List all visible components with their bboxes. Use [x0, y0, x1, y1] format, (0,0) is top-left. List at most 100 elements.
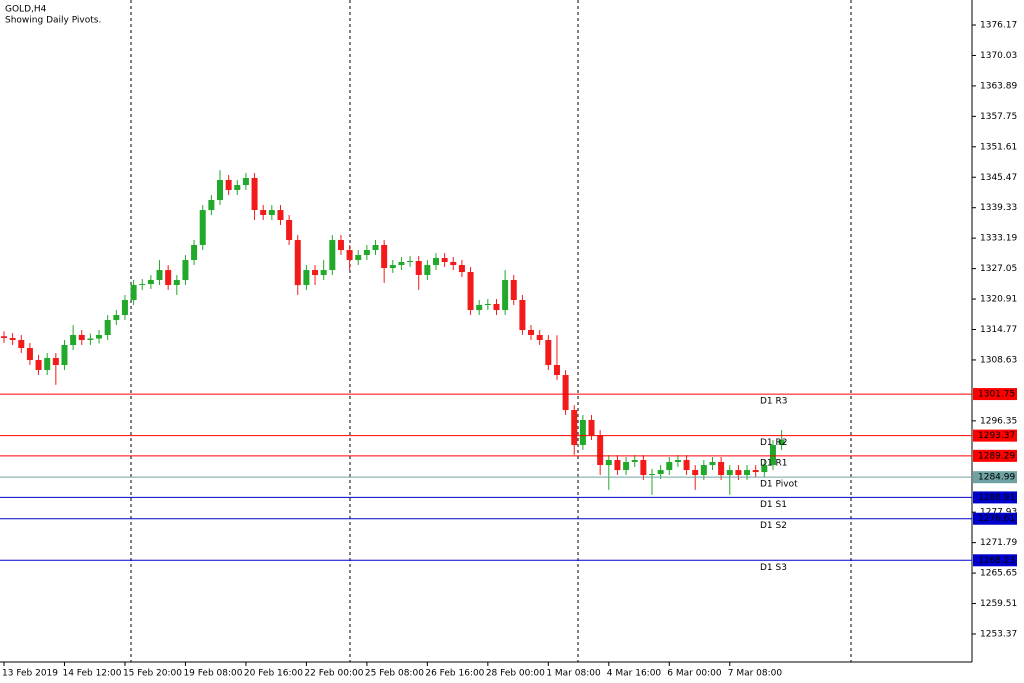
candle-body — [441, 258, 448, 263]
pivot-name: D1 Pivot — [760, 480, 798, 490]
candle-body — [96, 335, 103, 339]
y-tick-label: 1277.93 — [980, 508, 1017, 518]
candle-body — [173, 280, 180, 286]
candle-body — [242, 178, 249, 185]
candle-body — [121, 299, 128, 316]
candle-body — [700, 465, 707, 475]
candle-body — [286, 220, 293, 241]
candle-body — [649, 474, 655, 476]
price-label-box — [973, 491, 1017, 504]
candle-body — [744, 470, 751, 475]
y-tick-label: 1333.19 — [980, 234, 1017, 244]
candle-body — [467, 272, 474, 311]
y-tick-label: 1265.65 — [980, 569, 1017, 579]
price-label: 1293.37 — [978, 431, 1015, 441]
x-tick-label: 22 Feb 00:00 — [304, 669, 363, 679]
x-tick-label: 1 Mar 08:00 — [546, 669, 601, 679]
price-label: 1301.75 — [978, 390, 1015, 400]
candle-body — [657, 470, 664, 475]
candle-body — [268, 210, 275, 215]
candle-body — [381, 244, 388, 269]
candle-body — [415, 261, 422, 276]
candle-body — [571, 410, 578, 445]
x-tick-label: 20 Feb 16:00 — [244, 669, 303, 679]
candle-body — [217, 180, 223, 201]
price-label-box — [973, 512, 1017, 525]
y-tick-label: 1345.47 — [980, 173, 1017, 183]
y-tick-label: 1351.61 — [980, 142, 1017, 152]
y-tick-label: 1363.89 — [980, 81, 1017, 91]
candle-body — [735, 470, 742, 475]
candle-body — [372, 244, 379, 251]
price-label: 1284.99 — [978, 473, 1015, 483]
candle-body — [778, 440, 785, 445]
pivot-name: D1 R2 — [760, 438, 788, 448]
y-tick-label: 1339.33 — [980, 203, 1017, 213]
candle-body — [450, 262, 457, 266]
candle-body — [562, 375, 569, 411]
candle-body — [208, 200, 215, 211]
candle-body — [683, 460, 690, 471]
x-tick-label: 13 Feb 2019 — [2, 669, 58, 679]
y-tick-label: 1308.63 — [980, 355, 1017, 365]
pivot-name: D1 R3 — [760, 397, 788, 407]
candle-body — [398, 262, 405, 266]
price-label: 1289.29 — [978, 451, 1015, 461]
x-tick-label: 25 Feb 08:00 — [365, 669, 424, 679]
price-label: 1268.23 — [978, 556, 1015, 566]
candle-body — [113, 315, 120, 321]
x-tick-label: 14 Feb 12:00 — [62, 669, 121, 679]
candle-body — [519, 299, 526, 330]
candle-body — [191, 244, 198, 261]
price-label-box — [973, 429, 1017, 442]
candle-body — [752, 470, 759, 473]
y-tick-label: 1320.91 — [980, 295, 1017, 305]
candle-body — [147, 280, 154, 285]
candle-body — [614, 460, 621, 471]
candle-body — [597, 435, 604, 466]
price-label-box — [973, 388, 1017, 401]
x-tick-label: 15 Feb 20:00 — [123, 669, 182, 679]
candle-body — [674, 460, 681, 463]
price-label: 1280.91 — [978, 493, 1015, 503]
y-tick-label: 1296.35 — [980, 416, 1017, 426]
y-tick-label: 1271.79 — [980, 538, 1017, 548]
candle-body — [726, 470, 733, 475]
candle-body — [130, 285, 137, 300]
candle-body — [139, 284, 146, 286]
x-tick-label: 19 Feb 08:00 — [183, 669, 242, 679]
candle-body — [18, 340, 25, 348]
candle-body — [277, 210, 284, 221]
candle-body — [44, 358, 51, 371]
candle-body — [545, 340, 552, 366]
candle-body — [692, 470, 699, 475]
candle-body — [35, 359, 42, 371]
x-tick-label: 4 Mar 16:00 — [607, 669, 662, 679]
candle-body — [761, 465, 768, 473]
candle-body — [156, 270, 163, 281]
candle-body — [234, 184, 241, 191]
price-label-box — [973, 554, 1017, 567]
candle-body — [312, 270, 319, 276]
candle-body — [9, 338, 16, 341]
pivot-name: D1 S2 — [760, 521, 787, 531]
candle-body — [320, 270, 327, 276]
candle-body — [78, 335, 85, 341]
candle-body — [260, 210, 267, 215]
candle-body — [363, 250, 370, 256]
y-tick-label: 1327.05 — [980, 264, 1017, 274]
candle-body — [182, 260, 189, 281]
candle-body — [61, 345, 68, 366]
candle-body — [52, 358, 59, 366]
candle-body — [493, 304, 500, 311]
candle-body — [605, 460, 612, 466]
candle-body — [484, 304, 491, 306]
candle-body — [70, 335, 77, 346]
candle-body — [407, 261, 414, 263]
candle-body — [424, 265, 431, 276]
candle-body — [631, 460, 638, 463]
candle-body — [346, 250, 353, 261]
y-tick-label: 1314.77 — [980, 325, 1017, 335]
